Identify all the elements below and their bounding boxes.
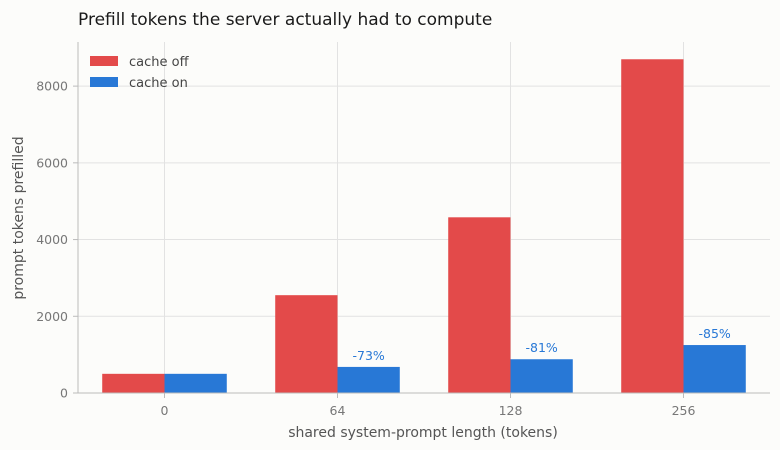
y-tick-labels: 0 2000 4000 6000 8000	[36, 79, 78, 401]
legend-swatch	[90, 77, 118, 87]
bar-cache-on-0	[164, 373, 227, 393]
legend-label: cache on	[129, 76, 188, 91]
bar-cache-on-256	[683, 345, 746, 393]
axes	[77, 42, 770, 394]
x-axis-label: shared system-prompt length (tokens)	[288, 425, 558, 441]
bar-cache-off-64	[275, 295, 338, 393]
x-tick-label: 128	[499, 403, 523, 418]
x-tick-label: 64	[330, 403, 346, 418]
y-tick-label: 2000	[36, 309, 68, 324]
chart-title: Prefill tokens the server actually had t…	[78, 10, 492, 30]
y-axis-label: prompt tokens prefilled	[11, 136, 27, 299]
bars	[102, 59, 746, 393]
bar-cache-off-256	[621, 59, 684, 393]
y-tick-label: 6000	[36, 155, 68, 170]
x-tick-labels: 0 64 128 256	[161, 393, 696, 418]
legend: cache off cache on	[90, 55, 190, 91]
x-tick-label: 256	[672, 403, 696, 418]
y-tick-label: 8000	[36, 79, 68, 94]
reduction-label: -85%	[698, 326, 730, 341]
data-labels: -73% -81% -85%	[352, 326, 730, 363]
reduction-label: -73%	[352, 348, 384, 363]
bar-cache-on-64	[337, 366, 400, 393]
x-tick-label: 0	[161, 403, 169, 418]
bar-cache-off-128	[448, 217, 511, 393]
bar-cache-on-128	[510, 359, 573, 393]
reduction-label: -81%	[525, 340, 557, 355]
legend-label: cache off	[129, 55, 190, 70]
legend-swatch	[90, 56, 118, 66]
y-tick-label: 0	[60, 386, 68, 401]
bar-cache-off-0	[102, 373, 165, 393]
y-tick-label: 4000	[36, 232, 68, 247]
